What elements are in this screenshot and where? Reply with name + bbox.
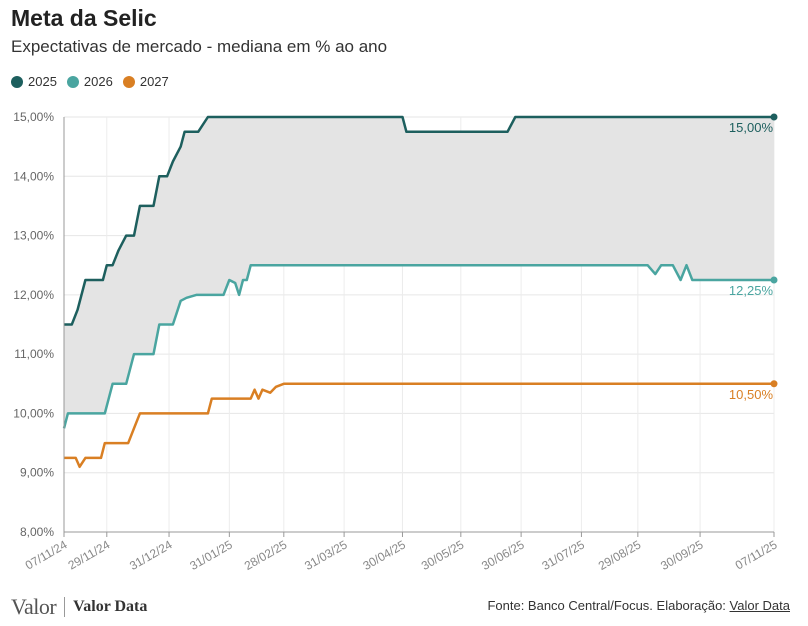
end-label-2027: 10,50% <box>729 387 774 402</box>
end-label-2026: 12,25% <box>729 283 774 298</box>
x-tick-label: 30/05/25 <box>419 537 467 573</box>
legend-marker-2026 <box>66 75 79 88</box>
end-label-2025: 15,00% <box>729 120 774 135</box>
legend-label-2025: 2025 <box>28 74 57 89</box>
footer-logo: Valor Valor Data <box>11 594 147 620</box>
series-line-2026 <box>62 263 774 429</box>
valor-logo: Valor <box>11 594 57 619</box>
x-tick-label: 31/07/25 <box>539 537 587 573</box>
legend-label-2026: 2026 <box>83 74 113 89</box>
y-tick-label: 15,00% <box>13 110 54 124</box>
source-text: Fonte: Banco Central/Focus. Elaboração: <box>487 598 730 613</box>
range-band-layer <box>64 117 774 429</box>
end-marker-2026 <box>770 276 778 284</box>
x-tick-label: 31/03/25 <box>302 537 350 573</box>
source-link[interactable]: Valor Data <box>729 598 790 613</box>
x-tick-label: 07/11/25 <box>733 537 780 572</box>
y-tick-label: 8,00% <box>20 525 54 539</box>
y-tick-label: 10,00% <box>13 406 54 420</box>
logo-divider <box>64 597 66 617</box>
chart-legend: 2025 2026 2027 <box>11 74 169 89</box>
legend-item-2026[interactable]: 2026 <box>66 74 113 89</box>
end-marker-2027 <box>770 380 778 388</box>
y-tick-label: 13,00% <box>13 229 54 243</box>
x-tick-label: 30/06/25 <box>479 537 527 573</box>
band-area <box>64 117 774 429</box>
legend-label-2027: 2027 <box>139 74 169 89</box>
line-chart: 15,00% 12,25% 10,50% 8,00% 9,00% 10,00% 11,00… <box>13 110 780 573</box>
x-tick-label: 30/09/25 <box>658 537 706 573</box>
y-tick-label: 11,00% <box>14 347 54 361</box>
y-tick-label: 12,00% <box>13 288 54 302</box>
legend-item-2027[interactable]: 2027 <box>122 74 169 89</box>
valor-data-logo: Valor Data <box>73 598 148 615</box>
series-line-2025 <box>64 115 774 326</box>
source-note: Fonte: Banco Central/Focus. Elaboração: … <box>487 598 790 613</box>
x-tick-label: 07/11/24 <box>23 537 70 572</box>
x-tick-label: 30/04/25 <box>361 537 409 573</box>
x-tick-label: 31/12/24 <box>127 537 175 573</box>
x-tick-label: 31/01/25 <box>187 537 235 573</box>
chart-title: Meta da Selic <box>11 5 157 31</box>
legend-marker-2025 <box>11 75 23 88</box>
x-tick-label: 28/02/25 <box>242 537 290 573</box>
legend-marker-2027 <box>122 75 135 88</box>
x-tick-label: 29/08/25 <box>596 537 644 573</box>
series-line-2027 <box>64 382 774 469</box>
y-tick-label: 14,00% <box>13 169 54 183</box>
chart-subtitle: Expectativas de mercado - mediana em % a… <box>11 37 388 56</box>
y-tick-label: 9,00% <box>20 466 54 480</box>
series-layer: 15,00% 12,25% 10,50% <box>62 113 778 469</box>
end-marker-2025 <box>770 113 778 121</box>
x-tick-label: 29/11/24 <box>66 537 113 572</box>
legend-item-2025[interactable]: 2025 <box>11 74 57 89</box>
